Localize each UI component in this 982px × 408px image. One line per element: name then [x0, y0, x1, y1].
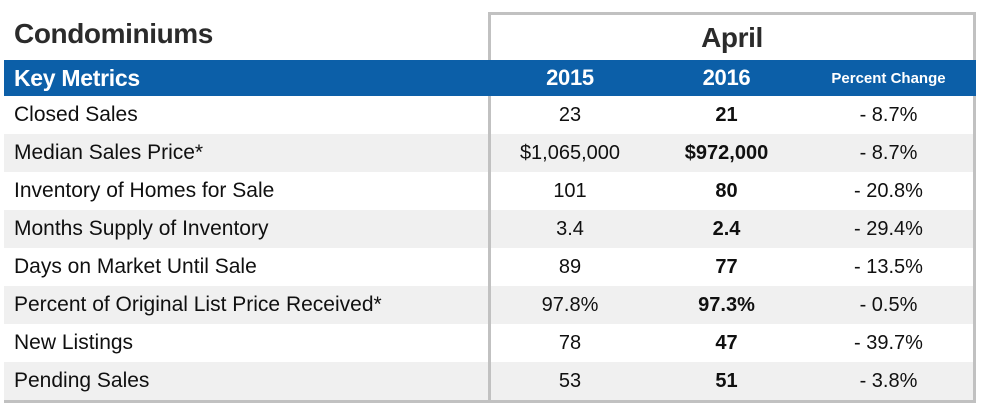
row-values: 101 80 - 20.8%	[488, 172, 976, 210]
percent-change: - 0.5%	[859, 293, 918, 316]
value-2016: 51	[715, 369, 738, 392]
value-2016: 47	[715, 331, 738, 354]
key-metrics-header: Key Metrics	[14, 64, 140, 91]
value-2016: 97.3%	[698, 293, 755, 316]
value-2016: 77	[715, 255, 738, 278]
column-header-2016: 2016	[702, 65, 751, 90]
value-2015: 3.4	[556, 217, 584, 240]
table-body: Closed Sales 23 21 - 8.7% Median Sales P…	[4, 96, 976, 403]
metric-label: Median Sales Price*	[14, 141, 204, 164]
row-values: 23 21 - 8.7%	[488, 96, 976, 134]
metric-label: Inventory of Homes for Sale	[14, 179, 275, 202]
value-2016: 21	[715, 103, 738, 126]
percent-change: - 8.7%	[859, 103, 918, 126]
value-2015: 97.8%	[541, 293, 599, 316]
value-2016: 80	[715, 179, 738, 202]
table-row: Median Sales Price* $1,065,000 $972,000 …	[4, 134, 976, 172]
percent-change: - 39.7%	[854, 331, 923, 354]
row-values: 78 47 - 39.7%	[488, 324, 976, 362]
column-header-percent-change: Percent Change	[831, 69, 946, 87]
value-2015: 78	[558, 331, 582, 354]
value-2016: 2.4	[712, 217, 741, 240]
table-header-bar: Key Metrics 2015 2016 Percent Change	[4, 60, 976, 96]
metric-label: Months Supply of Inventory	[14, 217, 269, 240]
value-2015: 89	[558, 255, 582, 278]
row-values: $1,065,000 $972,000 - 8.7%	[488, 134, 976, 172]
key-metrics-header-area: Key Metrics	[4, 60, 488, 96]
table-row: Days on Market Until Sale 89 77 - 13.5%	[4, 248, 976, 286]
percent-change: - 29.4%	[854, 217, 923, 240]
row-values: 97.8% 97.3% - 0.5%	[488, 286, 976, 324]
year-headers-area: 2015 2016 Percent Change	[488, 60, 976, 96]
metric-label: New Listings	[14, 331, 134, 354]
percent-change: - 20.8%	[854, 179, 923, 202]
percent-change: - 13.5%	[854, 255, 923, 278]
value-2015: 101	[553, 179, 587, 202]
title-row: Condominiums April	[4, 8, 976, 60]
row-values: 89 77 - 13.5%	[488, 248, 976, 286]
row-values: 3.4 2.4 - 29.4%	[488, 210, 976, 248]
period-box: April	[488, 12, 976, 60]
row-values: 53 51 - 3.8%	[488, 362, 976, 400]
percent-change: - 3.8%	[859, 369, 918, 392]
section-title: Condominiums	[14, 18, 213, 49]
period-header: April	[701, 21, 763, 53]
table-row: Pending Sales 53 51 - 3.8%	[4, 362, 976, 400]
value-2015: $1,065,000	[519, 141, 621, 164]
table-row: Months Supply of Inventory 3.4 2.4 - 29.…	[4, 210, 976, 248]
metric-label: Pending Sales	[14, 369, 150, 392]
section-title-area: Condominiums	[4, 8, 488, 60]
value-2016: $972,000	[684, 141, 769, 164]
metric-label: Percent of Original List Price Received*	[14, 293, 382, 316]
percent-change: - 8.7%	[859, 141, 918, 164]
column-header-2015: 2015	[546, 65, 594, 90]
value-2015: 23	[558, 103, 582, 126]
table-row: Closed Sales 23 21 - 8.7%	[4, 96, 976, 134]
table-row: Percent of Original List Price Received*…	[4, 286, 976, 324]
condominiums-metrics-table: Condominiums April Key Metrics 2015 2016…	[4, 8, 976, 403]
metric-label: Closed Sales	[14, 103, 138, 126]
table-row: New Listings 78 47 - 39.7%	[4, 324, 976, 362]
value-2015: 53	[558, 369, 582, 392]
table-row: Inventory of Homes for Sale 101 80 - 20.…	[4, 172, 976, 210]
metric-label: Days on Market Until Sale	[14, 255, 257, 278]
